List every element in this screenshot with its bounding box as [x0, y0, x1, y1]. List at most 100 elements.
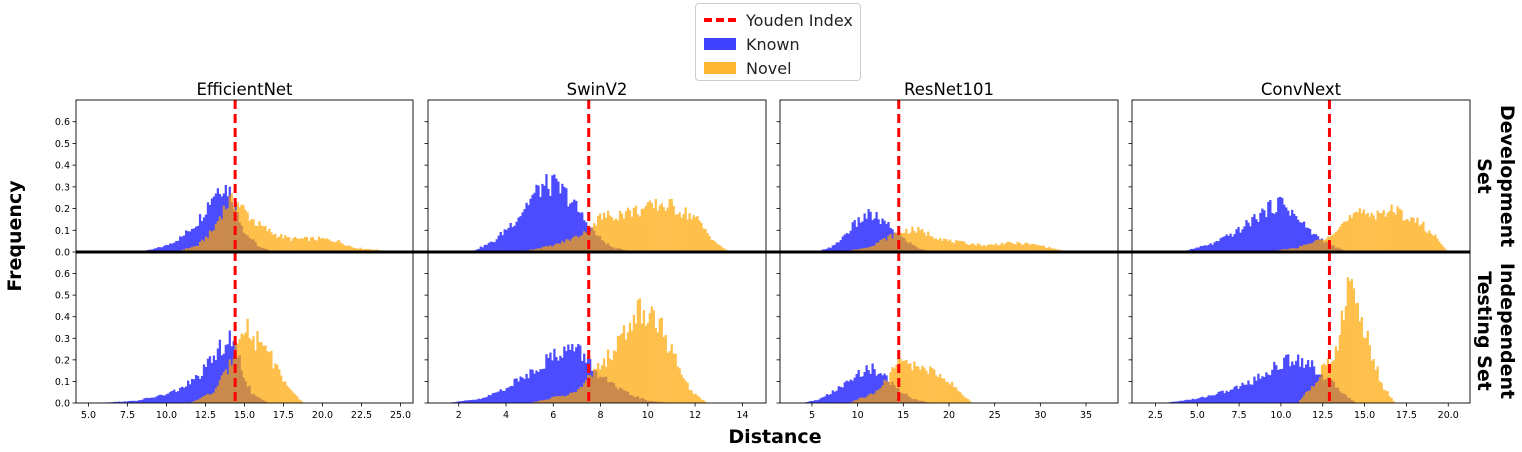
novel-bar [553, 244, 556, 252]
novel-bar [1388, 210, 1391, 252]
novel-bar [535, 401, 538, 403]
novel-bar [545, 245, 548, 252]
novel-bar [863, 247, 866, 252]
known-bar [171, 390, 174, 403]
known-bar [853, 220, 856, 252]
novel-bar [1380, 382, 1383, 403]
novel-bar [1312, 241, 1316, 252]
novel-bar [585, 379, 588, 403]
novel-bar [654, 199, 657, 252]
novel-bar [1418, 225, 1421, 252]
novel-bar [1392, 211, 1395, 252]
novel-bar [1287, 248, 1290, 252]
known-bar [1197, 398, 1200, 403]
novel-bar [684, 207, 687, 252]
novel-bar [678, 368, 681, 403]
known-bar [857, 369, 860, 403]
novel-bar [877, 389, 880, 403]
novel-bar [1030, 243, 1033, 252]
novel-bar [917, 227, 920, 252]
known-bar [1219, 391, 1222, 403]
known-bar [179, 387, 182, 403]
known-bar [1217, 241, 1220, 252]
novel-bar [907, 363, 910, 403]
known-bar [489, 395, 492, 403]
novel-bar [1316, 381, 1320, 403]
novel-bar [950, 242, 954, 252]
known-bar [583, 353, 586, 403]
known-bar [1301, 358, 1304, 403]
novel-bar [945, 381, 948, 403]
novel-bar [327, 239, 331, 252]
novel-bar [606, 210, 610, 252]
novel-bar [966, 244, 970, 252]
known-bar [1301, 222, 1304, 252]
known-bar [515, 221, 518, 252]
novel-bar [857, 398, 860, 403]
novel-bar [325, 238, 329, 252]
known-bar [1203, 397, 1206, 403]
known-bar [571, 202, 574, 252]
novel-bar [680, 374, 683, 403]
panel-test-resnet101: 5 10 15 20 25 30 35 [776, 251, 1119, 421]
known-bar [881, 218, 884, 252]
novel-bar [272, 234, 275, 252]
known-bar [499, 389, 502, 403]
novel-bar [1350, 279, 1353, 403]
novel-bar [1386, 212, 1389, 252]
novel-bar [614, 351, 618, 403]
known-bar [853, 377, 856, 403]
novel-bar [250, 340, 253, 403]
novel-bar [565, 239, 568, 252]
known-bar [1225, 390, 1228, 403]
known-bar [477, 398, 480, 403]
known-bar [865, 218, 868, 252]
known-bar [553, 348, 556, 403]
novel-bar [986, 244, 990, 252]
novel-bar [980, 246, 984, 252]
novel-bar [1438, 241, 1441, 252]
novel-bar [941, 378, 944, 403]
novel-bar [889, 372, 892, 403]
known-bar [543, 185, 546, 252]
known-bar [483, 397, 486, 403]
novel-bar [853, 400, 856, 403]
x-axis-label: Distance [728, 426, 821, 448]
known-bar [873, 369, 876, 403]
novel-bar [710, 239, 713, 252]
novel-bar [254, 350, 257, 403]
known-bar [163, 245, 166, 252]
known-bar [581, 361, 584, 403]
novel-bar [284, 235, 287, 252]
known-bar [212, 196, 216, 252]
novel-bar [931, 236, 934, 252]
novel-bar [1416, 217, 1419, 252]
known-bar [563, 346, 566, 403]
novel-bar [1410, 217, 1413, 252]
novel-bar [1004, 243, 1007, 252]
known-bar [491, 241, 494, 252]
known-bar [567, 344, 570, 403]
novel-bar [1002, 244, 1005, 252]
novel-bar [1344, 306, 1348, 403]
known-bar [563, 186, 566, 252]
novel-bar [212, 230, 216, 252]
novel-bar [313, 239, 317, 252]
known-bar [551, 175, 554, 252]
novel-bar [1382, 210, 1385, 252]
novel-bar [863, 397, 866, 403]
y-tick-label: 0.5 [55, 291, 70, 302]
novel-bar [1382, 389, 1385, 403]
novel-bar [571, 392, 574, 403]
novel-bar [1428, 230, 1431, 252]
novel-bar [624, 211, 628, 252]
novel-bar [978, 244, 982, 252]
novel-bar [958, 240, 962, 252]
novel-bar [575, 392, 578, 403]
novel-bar [907, 233, 910, 252]
known-bar [543, 368, 546, 403]
novel-bar [1392, 401, 1395, 403]
novel-bar [1380, 213, 1383, 252]
y-tick-label: 0.1 [55, 377, 70, 388]
